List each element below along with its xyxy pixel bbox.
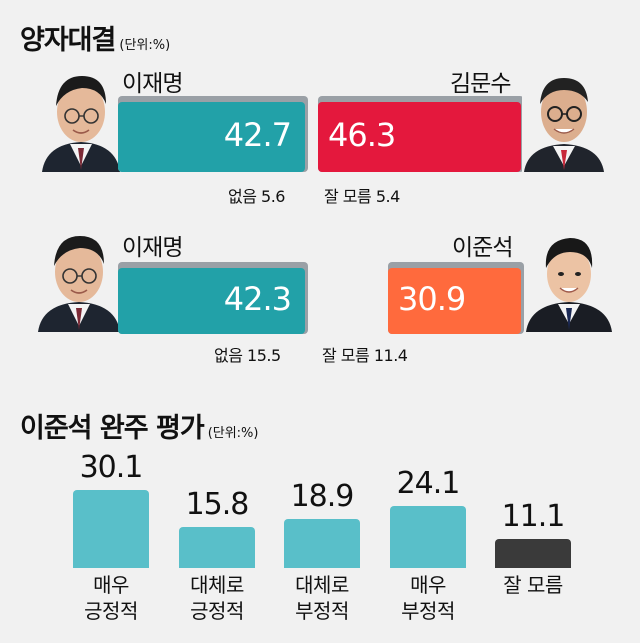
section1-unit: (단위:%) [119,38,171,53]
eval-category-label: 잘 모름 [468,572,598,598]
eval-bar [284,519,360,568]
matchup2-left-name: 이재명 [122,235,183,261]
eval-category-label-line: 부정적 [295,599,349,623]
matchup1-none-note: 없음 5.6 [228,187,285,206]
matchup1-right-name: 김문수 [450,71,511,97]
eval-bar-value: 11.1 [501,499,566,534]
completion-evaluation-chart: 30.1 매우 긍정적 15.8 대체로 긍정적 18.9 대체로 부정적 24.1 매우 부정적 11… [0,440,640,643]
matchup1-left-bar: 42.7 [118,102,305,172]
eval-category-label-line: 잘 모름 [503,573,563,597]
matchup1-dontknow-note: 잘 모름 5.4 [324,187,400,206]
section2-unit: (단위:%) [207,426,259,441]
eval-category-label: 대체로 부정적 [257,572,387,624]
section1-title: 양자대결 (단위:%) [20,25,171,56]
matchup2-right-value: 30.9 [398,280,466,318]
eval-bar [495,539,571,568]
eval-category-label: 매우 부정적 [363,572,493,624]
matchup2-left-value: 42.3 [223,280,292,318]
matchup1-left-name: 이재명 [122,71,183,97]
eval-bar-value: 15.8 [185,487,250,522]
eval-category-label-line: 부정적 [401,599,455,623]
eval-category-label-line: 긍정적 [84,599,138,623]
eval-bar [179,527,255,568]
matchup2-none-note: 없음 15.5 [214,346,281,365]
matchup2-right-bar: 30.9 [388,268,521,334]
matchup2-right-name: 이준석 [452,235,513,261]
eval-category-label-line: 매우 [410,573,446,597]
eval-category-label: 대체로 긍정적 [152,572,282,624]
kim-moonsoo-portrait [522,66,606,172]
matchup1-left-value: 42.7 [223,116,292,154]
matchup2-dontknow-note: 잘 모름 11.4 [322,346,408,365]
eval-category-label: 매우 긍정적 [46,572,176,624]
eval-category-label-line: 대체로 [190,573,244,597]
section2-title: 이준석 완주 평가 (단위:%) [20,413,259,444]
eval-category-label-line: 긍정적 [190,599,244,623]
eval-bar [73,490,149,568]
matchup2-left-bar: 42.3 [118,268,305,334]
lee-junseok-portrait [524,228,614,332]
eval-category-label-line: 매우 [93,573,129,597]
matchup1-right-bar: 46.3 [318,102,521,172]
eval-bar-value: 18.9 [290,479,355,514]
lee-jaemyung-portrait-2 [36,228,122,332]
lee-jaemyung-portrait-1 [40,66,122,172]
eval-category-label-line: 대체로 [295,573,349,597]
eval-bar-value: 30.1 [79,450,144,485]
eval-bar [390,506,466,568]
eval-bar-value: 24.1 [396,466,461,501]
matchup1-right-value: 46.3 [328,116,396,154]
